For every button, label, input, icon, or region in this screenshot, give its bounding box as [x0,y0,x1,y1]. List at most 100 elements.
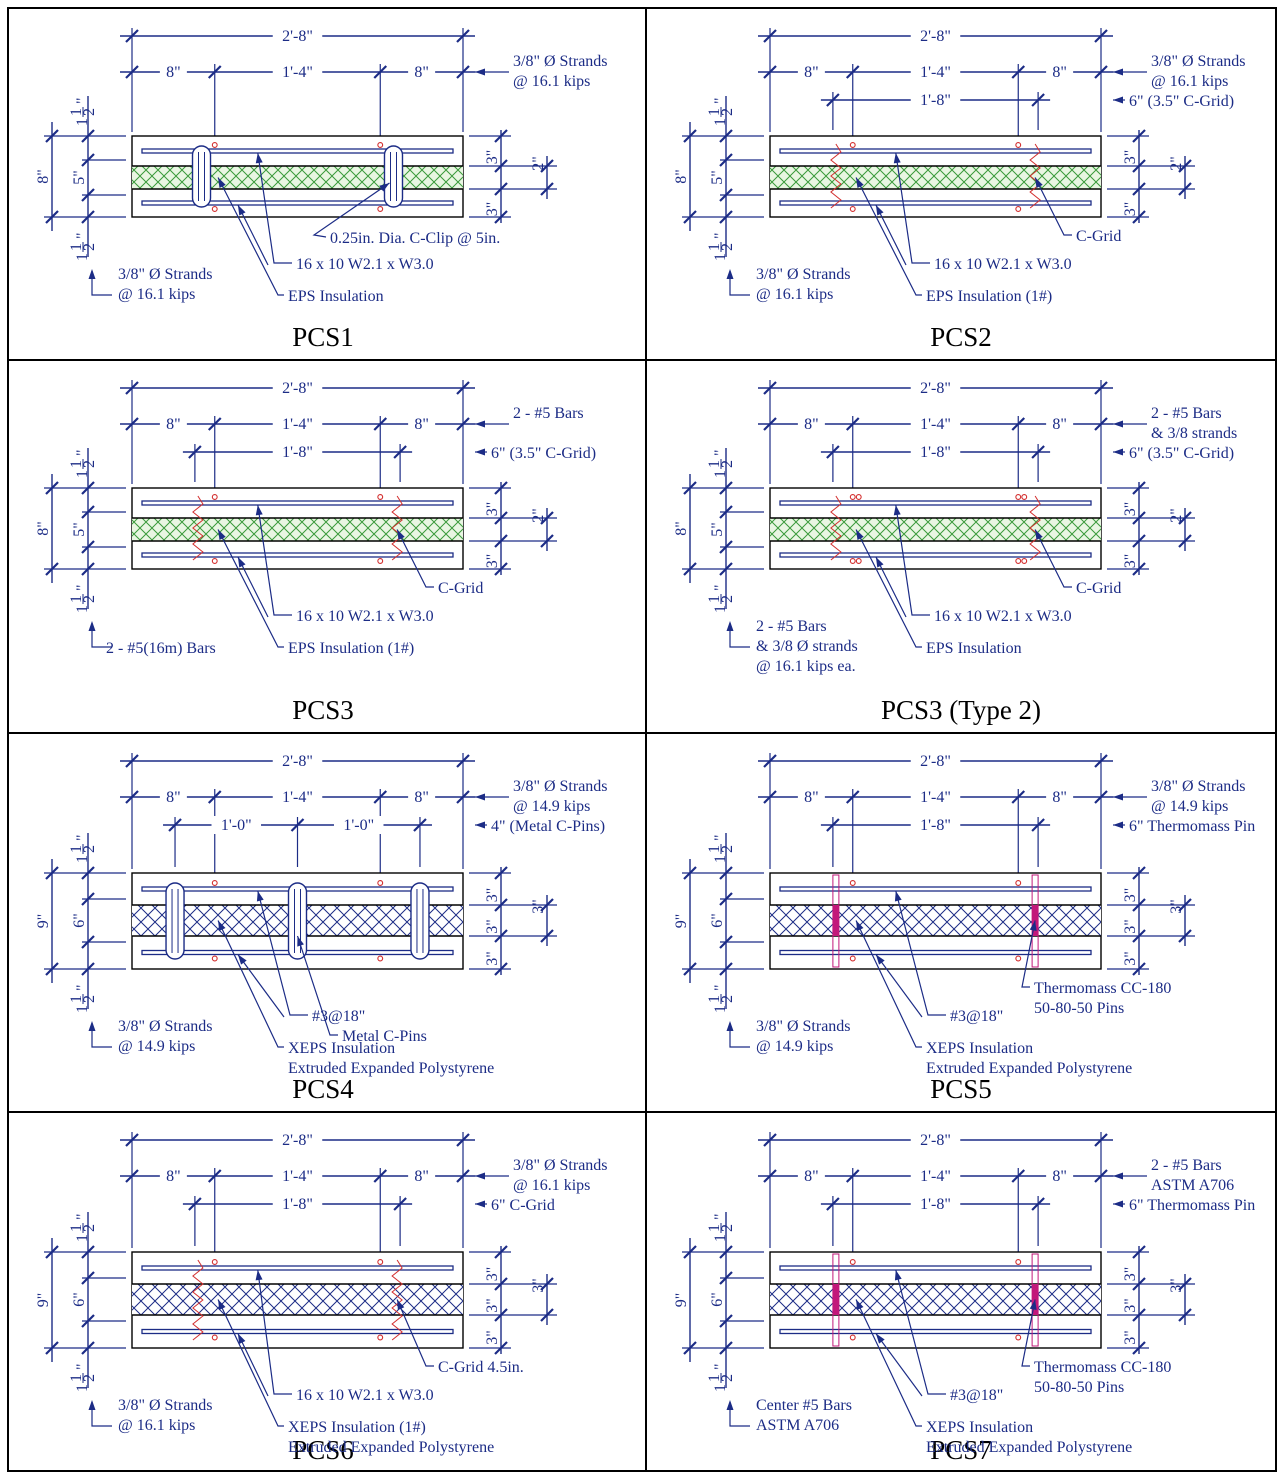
leader-arrow [875,205,884,216]
fraction-label: 112" [706,97,736,126]
dim-label: 8" [1052,416,1067,433]
top-reinforcement-label: @ 16.1 kips [513,1177,590,1194]
dim-label: 3" [530,899,547,914]
fraction-label: 112" [68,1213,98,1242]
dim-label-bg [1046,788,1074,806]
mesh-reinforcement [779,500,1092,506]
leader-arrow [1113,1200,1123,1208]
dim-label: 3" [484,202,501,217]
dim-tick [494,866,508,880]
mesh-leader [237,954,285,1018]
dim-label-bg [272,752,323,770]
mesh-label: 16 x 10 W2.1 x W3.0 [296,608,434,625]
top-reinforcement-label: 3/8" Ø Strands [513,53,608,70]
dim-tick [763,417,777,431]
fraction-num: 1 [68,1374,85,1382]
dim-label: 2'-8" [282,380,313,397]
dim-label: 5" [71,170,88,185]
fraction-num: 1 [68,845,85,853]
dim-label-bg [910,415,961,433]
bottom-label-leader [91,1402,112,1427]
strand-dot [377,1334,384,1341]
dim-tick [456,1169,470,1183]
dim-label-bg [408,415,436,433]
dim-tick [125,790,139,804]
fraction-label: 112" [68,232,98,261]
mesh-reinforcement [141,552,454,558]
dim-tick [81,962,95,976]
dim-tick [540,1277,554,1291]
dim-tick [494,481,508,495]
mesh-leader [237,204,269,266]
insulation-leader [855,177,922,296]
dim-label: 8" [1052,789,1067,806]
leader-arrow [894,1270,902,1281]
leader-arrow [237,954,247,965]
insulation-layer [770,1284,1101,1315]
dim-label: 8" [804,789,819,806]
fraction-label: 112" [706,584,736,613]
dim-label: 2" [530,156,547,171]
leader-arrow [856,177,864,188]
dim-tick [719,1245,733,1259]
dim-label: 3" [484,150,501,165]
insulation-label: Extruded Expanded Polystyrene [926,1439,1132,1456]
strand-dot [377,880,384,886]
connector-spacing-label: 6" C-Grid [491,1197,555,1214]
insulation-layer [770,166,1101,189]
dim-tick [1132,511,1146,525]
dim-tick [1132,898,1146,912]
dim-tick [1094,417,1108,431]
mesh-leader [257,890,308,1016]
connector-leader [396,529,434,588]
panel-pcs3-type-2-: PCS3 (Type 2)2'-8"8" 1'-4" 8"1'-8"8" 5"112"… [673,379,1237,725]
dim-label-bg [272,788,323,806]
leader-arrow [875,1333,885,1344]
leader-arrow [88,621,96,631]
dim-label: 1'-4" [282,1168,313,1185]
bottom-reinforcement-label: & 3/8 Ø strands [756,638,858,655]
dim-tick [1132,1277,1146,1291]
dim-label: 3" [1122,1330,1139,1345]
mesh-leader [875,954,923,1018]
dim-tick [1178,1277,1192,1291]
dim-label: 3" [1122,888,1139,903]
mesh-leader [895,504,930,616]
connector-leader [1021,920,1036,988]
top-reinforcement-label: 3/8" Ø Strands [1151,778,1246,795]
dim-label-bg [910,1195,961,1213]
leader-arrow [1113,96,1123,104]
leader-arrow [1029,1299,1037,1310]
fraction-num: 1 [706,595,723,603]
bottom-reinforcement-label: @ 14.9 kips [756,1038,833,1055]
fraction-inch: " [74,1363,91,1370]
dim-label-bg [408,1167,436,1185]
dim-tick [1094,1169,1108,1183]
dim-tick [719,210,733,224]
fraction-num: 1 [706,460,723,468]
insulation-layer [132,1284,463,1315]
dim-tick [1178,159,1192,173]
insulation-label: EPS Insulation (1#) [288,640,414,657]
dim-label-bg [272,1131,323,1149]
dim-tick [1132,182,1146,196]
leader-arrow [88,1400,96,1410]
fraction-num: 1 [68,108,85,116]
mesh-reinforcement [779,200,1092,206]
fraction-inch: " [712,232,729,239]
dim-label: 6" [71,913,88,928]
dim-label: 1'-8" [920,444,951,461]
strand-dot [377,558,384,564]
dim-label: 3" [1122,951,1139,966]
strand-dot [849,494,856,500]
dim-tick [540,159,554,173]
bottom-label-leader [729,1402,750,1427]
leader-arrow [726,269,734,279]
mesh-label: 16 x 10 W2.1 x W3.0 [934,256,1072,273]
dim-label-bg [910,1167,961,1185]
dim-tick [494,1308,508,1322]
fraction-whole: 1 [712,1005,729,1013]
insulation-layer [132,518,463,541]
